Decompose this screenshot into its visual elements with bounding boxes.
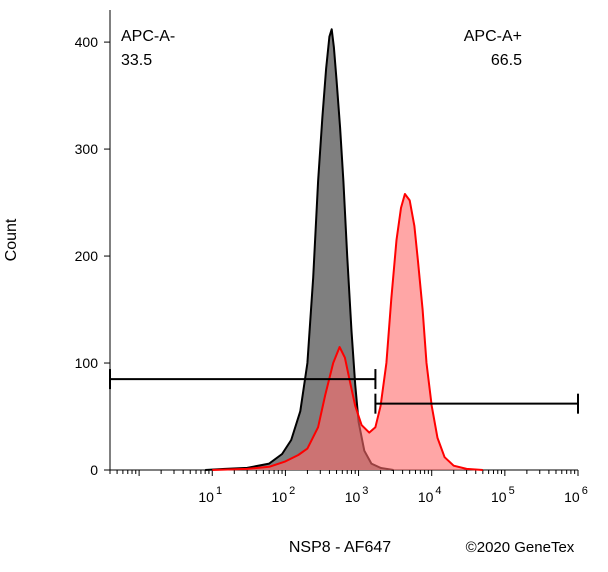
y-tick-label: 200 xyxy=(75,248,99,264)
x-axis-ticks: 10 1 10 2 10 3 10 4 10 5 10 6 xyxy=(109,470,588,505)
x-tick-label: 10 3 xyxy=(345,485,369,505)
x-tick-label: 10 4 xyxy=(418,485,442,505)
y-tick-label: 100 xyxy=(75,355,99,371)
x-tick-label: 10 5 xyxy=(491,485,515,505)
y-tick-label: 0 xyxy=(90,462,98,478)
x-axis-title: NSP8 - AF647 xyxy=(289,539,391,556)
gate-neg-label: APC-A- xyxy=(121,28,175,45)
series-1-area xyxy=(212,194,483,470)
series-0-area xyxy=(205,29,394,471)
series-0-line xyxy=(205,28,394,471)
y-axis-title: Count xyxy=(3,218,20,261)
histogram-series xyxy=(205,28,483,471)
copyright-text: ©2020 GeneTex xyxy=(466,539,575,556)
gate-neg-value: 33.5 xyxy=(121,52,152,69)
series-1-line xyxy=(212,193,483,471)
y-axis-ticks: 0 100 200 300 400 xyxy=(75,34,110,478)
y-tick-label: 300 xyxy=(75,141,99,157)
gate-pos-label: APC-A+ xyxy=(464,28,522,45)
gate-markers xyxy=(109,369,579,414)
y-tick-label: 400 xyxy=(75,34,99,50)
x-tick-label: 10 1 xyxy=(198,485,222,505)
gate-pos-value: 66.5 xyxy=(491,52,522,69)
x-tick-label: 10 2 xyxy=(272,485,296,505)
x-tick-label: 10 6 xyxy=(564,485,588,505)
